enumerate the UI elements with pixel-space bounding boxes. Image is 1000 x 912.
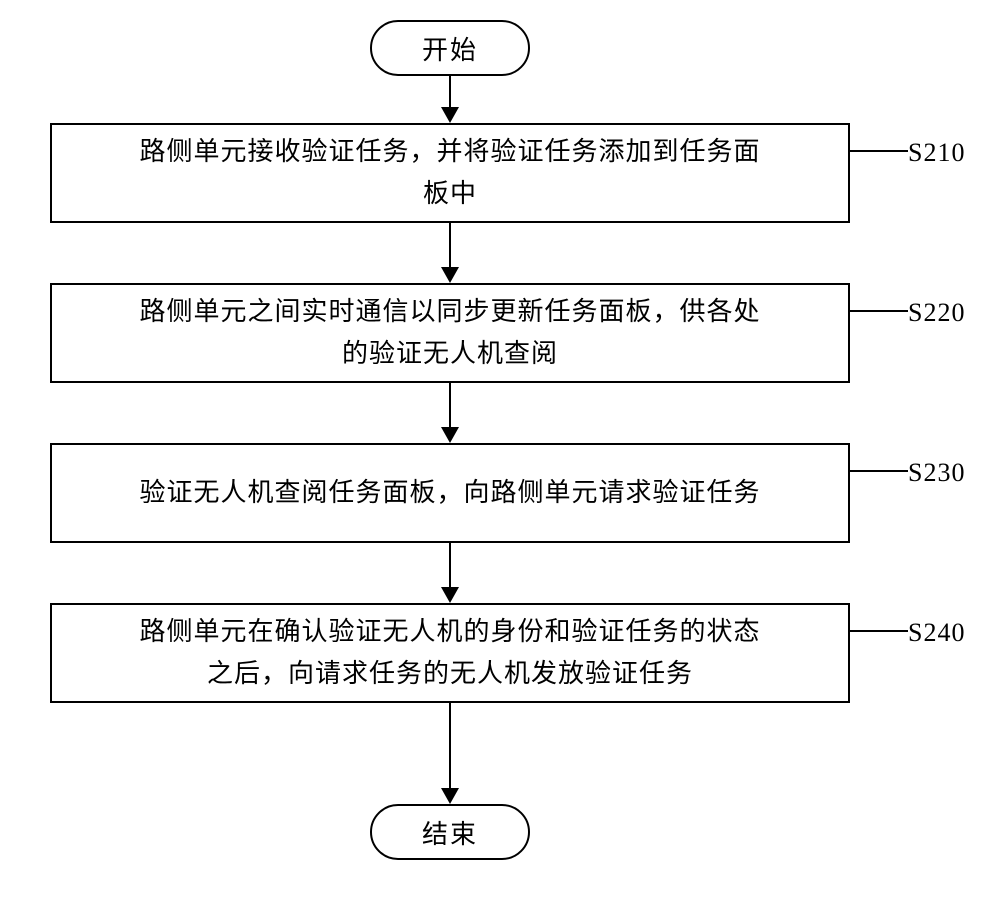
end-node: 结束 — [370, 804, 530, 860]
flowchart-container: 开始 路侧单元接收验证任务，并将验证任务添加到任务面 板中 S210 路侧单元之… — [0, 20, 1000, 892]
process-text: 验证无人机查阅任务面板，向路侧单元请求验证任务 — [139, 472, 760, 514]
arrow-line — [449, 76, 451, 107]
label-connector — [850, 150, 908, 152]
process-node-s220: 路侧单元之间实时通信以同步更新任务面板，供各处 的验证无人机查阅 — [50, 283, 850, 383]
label-connector — [850, 470, 908, 472]
arrow-line — [449, 703, 451, 788]
step-label-s230: S230 — [908, 458, 965, 488]
step-label-s220: S220 — [908, 298, 965, 328]
step-label-s240: S240 — [908, 618, 965, 648]
process-node-s210: 路侧单元接收验证任务，并将验证任务添加到任务面 板中 — [50, 123, 850, 223]
arrow-head — [441, 267, 459, 283]
process-text: 路侧单元之间实时通信以同步更新任务面板，供各处 的验证无人机查阅 — [139, 291, 760, 374]
arrow-head — [441, 427, 459, 443]
process-node-s230: 验证无人机查阅任务面板，向路侧单元请求验证任务 — [50, 443, 850, 543]
label-connector — [850, 630, 908, 632]
step-label-s210: S210 — [908, 138, 965, 168]
process-node-s240: 路侧单元在确认验证无人机的身份和验证任务的状态 之后，向请求任务的无人机发放验证… — [50, 603, 850, 703]
end-text: 结束 — [422, 814, 478, 851]
process-text: 路侧单元在确认验证无人机的身份和验证任务的状态 之后，向请求任务的无人机发放验证… — [139, 611, 760, 694]
start-node: 开始 — [370, 20, 530, 76]
start-text: 开始 — [422, 30, 478, 67]
arrow-head — [441, 107, 459, 123]
arrow-head — [441, 788, 459, 804]
arrow-head — [441, 587, 459, 603]
arrow-line — [449, 383, 451, 427]
arrow-line — [449, 543, 451, 587]
label-connector — [850, 310, 908, 312]
process-text: 路侧单元接收验证任务，并将验证任务添加到任务面 板中 — [139, 131, 760, 214]
arrow-line — [449, 223, 451, 267]
